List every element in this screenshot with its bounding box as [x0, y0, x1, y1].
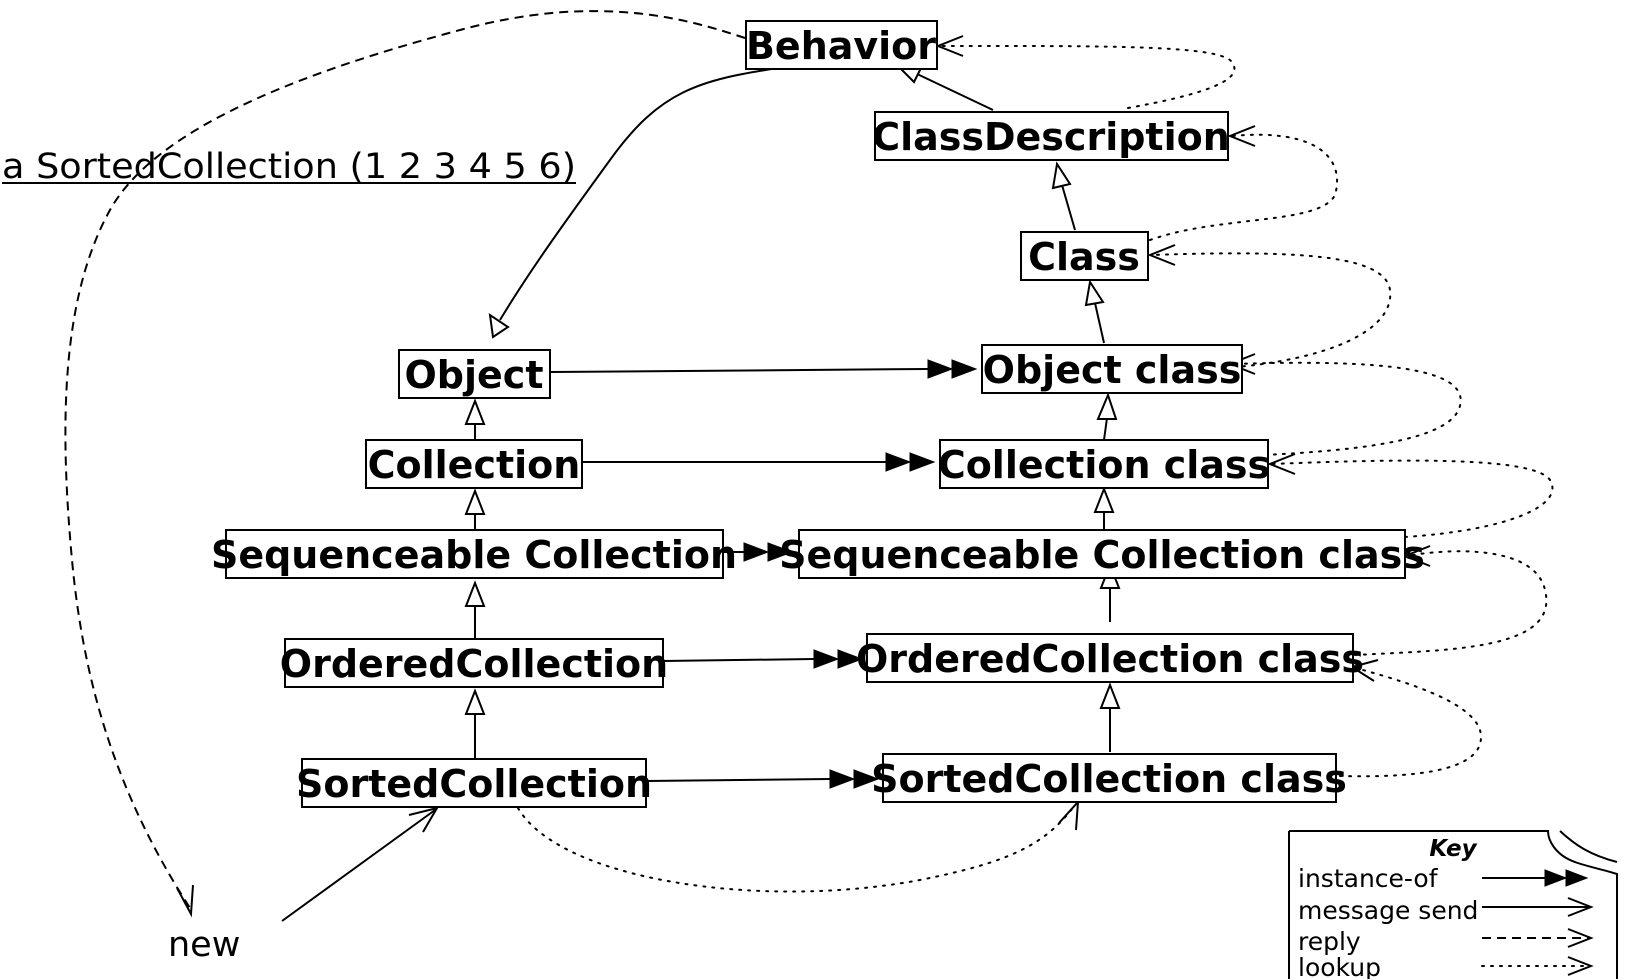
edge-object-inherits-behavior — [488, 67, 779, 339]
ordered-collection-class-label: OrderedCollection class — [856, 637, 1364, 681]
legend-label-message-send: message send — [1298, 896, 1478, 925]
legend-label-reply: reply — [1298, 927, 1361, 956]
edge-sequenceableclass-inherits-collectionclass — [1093, 486, 1115, 530]
edge-object-instance-of-objectclass — [550, 359, 978, 379]
class-box-collection[interactable]: Collection — [365, 439, 583, 489]
classdescription-label: ClassDescription — [872, 115, 1230, 159]
object-class-label: Object class — [983, 348, 1242, 392]
lookup-classdescription-to-behavior — [935, 35, 1236, 109]
edge-ordered-instance-of-orderedclass — [662, 649, 864, 669]
legend-symbol-instance-of — [1482, 869, 1589, 887]
legend-symbol-reply — [1482, 928, 1594, 948]
class-box-behavior[interactable]: Behavior — [745, 20, 938, 70]
edge-collection-inherits-object — [464, 398, 486, 440]
instance-label-group: a SortedCollection (1 2 3 4 5 6) — [2, 147, 576, 187]
class-box-collection-class[interactable]: Collection class — [938, 439, 1270, 489]
edge-classdescription-inherits-behavior — [894, 63, 994, 111]
legend-symbol-lookup — [1481, 956, 1594, 976]
class-box-sequenceable-collection-class[interactable]: Sequenceable Collection class — [779, 529, 1425, 579]
class-box-object-class[interactable]: Object class — [981, 344, 1243, 394]
edge-class-inherits-classdescription — [1051, 161, 1076, 231]
class-label: Class — [1028, 235, 1140, 279]
ordered-collection-label: OrderedCollection — [280, 642, 668, 686]
lookup-objectclass-to-class — [1147, 244, 1392, 369]
legend-title: Key — [1429, 836, 1477, 862]
sorted-collection-label: SortedCollection — [296, 762, 652, 806]
legend-symbol-message-send — [1482, 897, 1594, 917]
message-new-to-sorted — [281, 806, 440, 922]
object-label: Object — [405, 353, 544, 397]
edge-collection-instance-of-collectionclass — [582, 452, 936, 472]
class-box-ordered-collection-class[interactable]: OrderedCollection class — [856, 633, 1364, 683]
edge-collectionclass-inherits-objectclass — [1096, 392, 1118, 441]
collection-class-label: Collection class — [938, 443, 1270, 487]
lookup-sorted-to-sortedclass — [517, 799, 1080, 893]
legend-label-instance-of: instance-of — [1298, 864, 1439, 893]
legend-frame-fold — [1289, 830, 1618, 979]
class-box-ordered-collection[interactable]: OrderedCollection — [280, 638, 668, 688]
legend: Key instance-of message send reply looku… — [1288, 830, 1618, 979]
edge-sequenceable-instance-of-sequenceableclass — [724, 542, 794, 562]
legend-dog-ear — [1559, 830, 1618, 863]
sorted-collection-instance-label: a SortedCollection (1 2 3 4 5 6) — [2, 147, 576, 187]
class-box-classdescription[interactable]: ClassDescription — [872, 111, 1230, 161]
class-box-sorted-collection[interactable]: SortedCollection — [296, 758, 652, 808]
sorted-collection-class-label: SortedCollection class — [871, 757, 1347, 801]
edge-objectclass-inherits-class — [1084, 279, 1105, 344]
lookup-sequenceableclass-to-collectionclass — [1267, 453, 1554, 538]
class-box-sequenceable-collection[interactable]: Sequenceable Collection — [211, 529, 737, 579]
class-box-class[interactable]: Class — [1020, 231, 1149, 281]
sequenceable-collection-class-label: Sequenceable Collection class — [779, 533, 1425, 577]
edge-ordered-inherits-sequenceable — [464, 580, 486, 639]
edge-sorted-inherits-ordered — [464, 688, 486, 759]
class-box-sorted-collection-class[interactable]: SortedCollection class — [871, 753, 1347, 803]
sequenceable-collection-label: Sequenceable Collection — [211, 533, 737, 577]
edge-sequenceable-inherits-collection — [464, 488, 486, 530]
class-box-object[interactable]: Object — [398, 349, 551, 399]
reply-behavior-to-new — [64, 10, 746, 918]
behavior-label: Behavior — [746, 24, 936, 68]
lookup-class-to-classdescription — [1149, 125, 1339, 241]
collection-label: Collection — [368, 443, 581, 487]
edge-sorted-instance-of-sortedclass — [645, 769, 880, 789]
legend-label-lookup: lookup — [1298, 953, 1381, 979]
new-message-label: new — [168, 925, 240, 965]
edge-sortedclass-inherits-orderedclass — [1099, 682, 1121, 752]
